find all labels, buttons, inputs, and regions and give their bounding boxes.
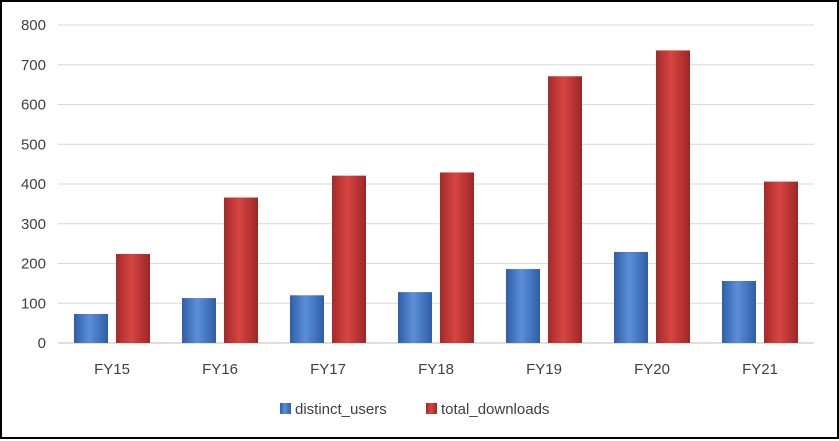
bar-total_downloads-FY20 — [656, 50, 690, 343]
legend-swatch-distinct_users — [280, 403, 291, 414]
y-tick-label: 100 — [21, 295, 46, 312]
bar-total_downloads-FY17 — [332, 175, 366, 343]
bar-distinct_users-FY19 — [506, 269, 540, 343]
x-axis-ticks: FY15 FY16 FY17 FY18 FY19 FY20 FY21 — [94, 361, 778, 378]
bar-total_downloads-FY21 — [764, 181, 798, 343]
x-tick-label: FY16 — [202, 361, 238, 378]
bar-total_downloads-FY18 — [440, 172, 474, 343]
y-tick-label: 0 — [38, 335, 46, 352]
y-axis-ticks: 0 100 200 300 400 500 600 700 800 — [21, 17, 46, 352]
x-tick-label: FY20 — [634, 361, 670, 378]
bar-distinct_users-FY21 — [722, 280, 756, 343]
bar-distinct_users-FY20 — [614, 251, 648, 343]
bar-total_downloads-FY16 — [224, 197, 258, 343]
y-tick-label: 200 — [21, 256, 46, 273]
y-tick-label: 400 — [21, 176, 46, 193]
x-tick-label: FY17 — [310, 361, 346, 378]
bar-distinct_users-FY15 — [74, 313, 108, 343]
y-tick-label: 300 — [21, 216, 46, 233]
x-tick-label: FY18 — [418, 361, 454, 378]
legend-label-total_downloads: total_downloads — [441, 401, 549, 418]
bar-distinct_users-FY18 — [398, 292, 432, 343]
bar-distinct_users-FY16 — [182, 298, 216, 343]
bars — [74, 50, 798, 343]
legend-label-distinct_users: distinct_users — [295, 401, 387, 418]
bar-distinct_users-FY17 — [290, 295, 324, 343]
bar-total_downloads-FY15 — [116, 253, 150, 343]
x-tick-label: FY21 — [742, 361, 778, 378]
y-tick-label: 800 — [21, 17, 46, 34]
legend: distinct_users total_downloads — [280, 401, 549, 418]
y-tick-label: 600 — [21, 97, 46, 114]
bar-total_downloads-FY19 — [548, 76, 582, 343]
y-tick-label: 700 — [21, 57, 46, 74]
gridlines — [58, 24, 814, 344]
x-tick-label: FY19 — [526, 361, 562, 378]
legend-swatch-total_downloads — [426, 403, 437, 414]
y-tick-label: 500 — [21, 136, 46, 153]
x-tick-label: FY15 — [94, 361, 130, 378]
